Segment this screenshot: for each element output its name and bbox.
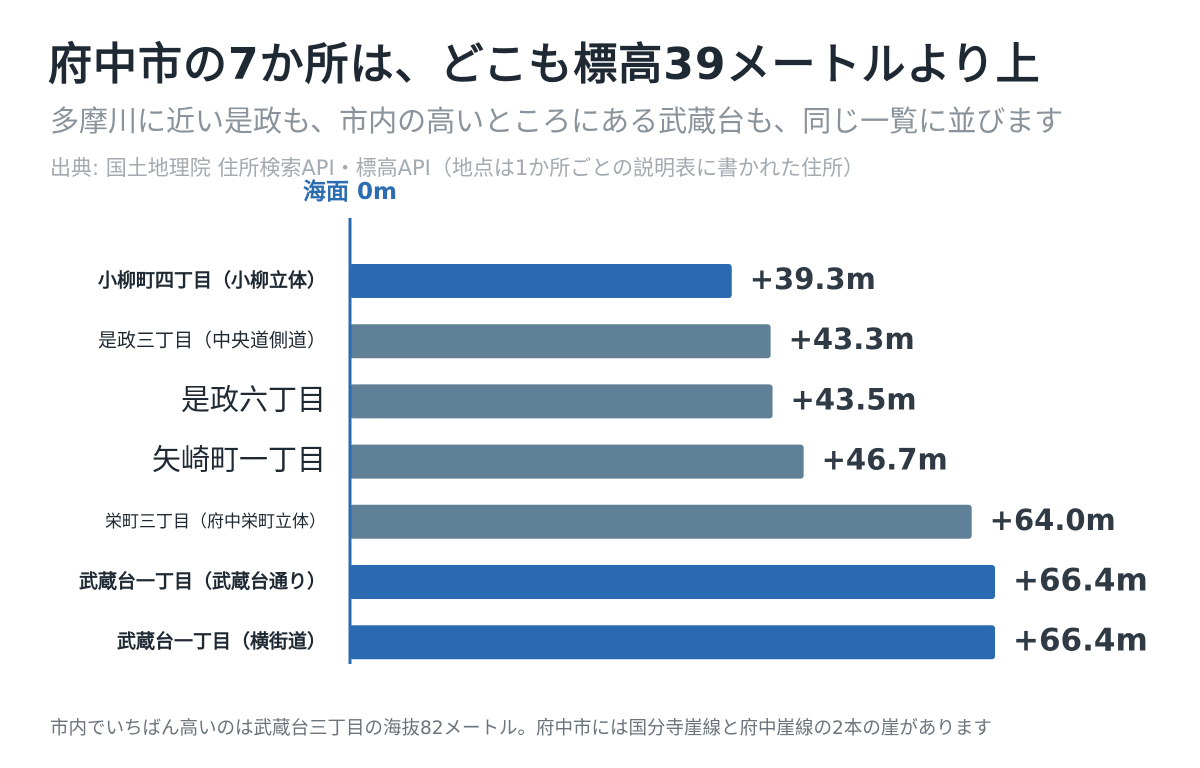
category-label-1: 小柳町四丁目（小柳立体）: [98, 269, 326, 292]
bar-4: [350, 444, 804, 479]
source-note: 出典: 国土地理院 住所検索API・標高API（地点は1か所ごとの説明表に書かれ…: [50, 156, 865, 180]
chart-title: 府中市の7か所は、どこも標高39メートルより上: [48, 39, 1041, 90]
value-label-6: +66.4m: [1013, 563, 1148, 599]
bar-2: [350, 324, 771, 359]
chart-subtitle: 多摩川に近い是政も、市内の高いところにある武蔵台も、同じ一覧に並びます: [50, 104, 1064, 138]
value-label-3: +43.5m: [791, 382, 917, 416]
category-label-6: 武蔵台一丁目（武蔵台通り）: [79, 570, 326, 593]
value-label-1: +39.3m: [750, 262, 876, 296]
footnote: 市内でいちばん高いのは武蔵台三丁目の海抜82メートル。府中市には国分寺崖線と府中…: [50, 718, 992, 739]
category-label-7: 武蔵台一丁目（横街道）: [117, 630, 326, 653]
bar-1: [350, 264, 732, 298]
value-label-4: +46.7m: [822, 443, 948, 477]
category-label-2: 是政三丁目（中央道側道）: [98, 330, 326, 352]
value-label-2: +43.3m: [789, 322, 915, 356]
bar-6: [350, 565, 995, 599]
category-label-3: 是政六丁目: [181, 382, 326, 416]
value-label-7: +66.4m: [1013, 623, 1148, 659]
bar-3: [350, 384, 773, 419]
value-label-5: +64.0m: [990, 503, 1116, 537]
category-label-5: 栄町三丁目（府中栄町立体）: [105, 512, 326, 532]
bar-5: [350, 504, 972, 539]
baseline-label: 海面 0m: [303, 178, 397, 205]
category-label-4: 矢崎町一丁目: [152, 443, 326, 477]
bar-7: [350, 625, 995, 660]
